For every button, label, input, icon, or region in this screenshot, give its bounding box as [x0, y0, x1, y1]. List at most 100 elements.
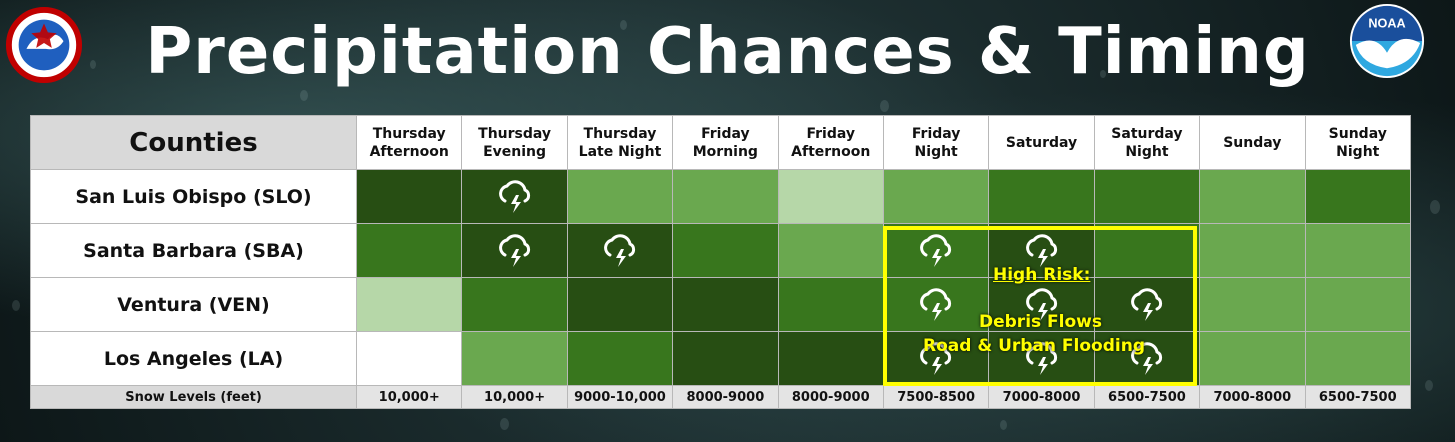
period-header: Thursday Afternoon — [355, 115, 463, 170]
precip-cell — [355, 223, 463, 278]
snow-level-value: 9000-10,000 — [566, 385, 674, 409]
county-name: Santa Barbara (SBA) — [30, 223, 357, 278]
snow-level-value: 8000-9000 — [777, 385, 884, 409]
precip-cell — [672, 331, 779, 386]
snow-level-value: 10,000+ — [355, 385, 463, 409]
header-row: Counties Thursday Afternoon Thursday Evenin… — [30, 115, 1412, 170]
period-header: Friday Morning — [672, 115, 779, 170]
precip-cell — [1093, 331, 1201, 386]
thunderstorm-icon — [1127, 287, 1167, 321]
period-time: Late Night — [578, 143, 662, 160]
high-risk-title: High Risk: — [993, 265, 1091, 285]
precip-cell — [1199, 277, 1306, 332]
precip-cell — [777, 331, 884, 386]
period-day: Friday — [806, 125, 856, 142]
thunderstorm-icon — [916, 287, 956, 321]
period-day: Sunday — [1223, 134, 1282, 151]
snow-level-value: 10,000+ — [461, 385, 568, 409]
precip-cell — [1304, 331, 1412, 386]
precip-cell — [1199, 331, 1306, 386]
period-header: Friday Night — [882, 115, 990, 170]
period-header: Sunday — [1199, 115, 1306, 170]
precip-cell — [355, 169, 463, 224]
precip-cell — [988, 331, 1095, 386]
table-row: San Luis Obispo (SLO) — [30, 169, 1412, 224]
snow-level-value: 7000-8000 — [988, 385, 1095, 409]
precip-cell — [566, 277, 674, 332]
period-header: Sunday Night — [1304, 115, 1412, 170]
page-title: Precipitation Chances & Timing — [145, 15, 1310, 89]
table-row: Ventura (VEN) — [30, 277, 1412, 332]
thunderstorm-icon — [495, 179, 535, 213]
precip-cell — [882, 223, 990, 278]
precip-cell — [1093, 223, 1201, 278]
county-name: San Luis Obispo (SLO) — [30, 169, 357, 224]
snow-levels-label: Snow Levels (feet) — [30, 385, 357, 409]
thunderstorm-icon — [1022, 341, 1062, 375]
period-header: Friday Afternoon — [777, 115, 884, 170]
snow-levels-row: Snow Levels (feet) 10,000+ 10,000+ 9000-10,… — [30, 385, 1412, 409]
period-day: Friday — [701, 125, 750, 142]
precip-cell — [777, 223, 884, 278]
precip-cell — [461, 223, 568, 278]
period-time: Afternoon — [369, 143, 449, 160]
svg-text:NOAA: NOAA — [1368, 16, 1405, 30]
table-row: Santa Barbara (SBA) — [30, 223, 1412, 278]
precip-cell — [461, 331, 568, 386]
period-time: Morning — [692, 143, 758, 160]
precip-cell — [355, 331, 463, 386]
period-time: Night — [1125, 143, 1169, 160]
precip-cell — [566, 169, 674, 224]
period-day: Thursday — [478, 125, 552, 142]
county-name: Los Angeles (LA) — [30, 331, 357, 386]
high-risk-flooding: Road & Urban Flooding — [923, 336, 1145, 356]
thunderstorm-icon — [1022, 233, 1062, 267]
precip-cell — [566, 223, 674, 278]
precip-cell — [461, 169, 568, 224]
period-time: Night — [914, 143, 958, 160]
period-header: Thursday Late Night — [566, 115, 674, 170]
period-header: Saturday Night — [1093, 115, 1201, 170]
precip-cell — [461, 277, 568, 332]
snow-level-value: 7000-8000 — [1199, 385, 1306, 409]
precip-cell — [988, 277, 1095, 332]
precip-cell — [1199, 223, 1306, 278]
counties-header: Counties — [30, 115, 357, 170]
thunderstorm-icon — [916, 233, 956, 267]
precip-cell — [672, 223, 779, 278]
precip-cell — [355, 277, 463, 332]
high-risk-debris-flows: Debris Flows — [979, 312, 1103, 332]
precip-cell — [882, 169, 990, 224]
period-header: Saturday — [988, 115, 1095, 170]
thunderstorm-icon — [495, 233, 535, 267]
precip-cell — [1093, 277, 1201, 332]
snow-level-value: 6500-7500 — [1304, 385, 1412, 409]
thunderstorm-icon — [1022, 287, 1062, 321]
precip-cell — [1199, 169, 1306, 224]
precip-cell — [1304, 223, 1412, 278]
nws-logo — [5, 6, 83, 84]
period-time: Afternoon — [791, 143, 871, 160]
period-time: Evening — [483, 143, 547, 160]
precip-cell — [672, 169, 779, 224]
snow-level-value: 6500-7500 — [1093, 385, 1201, 409]
period-day: Friday — [911, 125, 961, 142]
noaa-logo: NOAA — [1349, 3, 1425, 79]
period-day: Thursday — [372, 125, 446, 142]
precipitation-table: Counties Thursday Afternoon Thursday Evenin… — [30, 115, 1412, 409]
thunderstorm-icon — [1127, 341, 1167, 375]
period-day: Sunday — [1328, 125, 1387, 142]
precip-cell — [1304, 277, 1412, 332]
precip-cell — [566, 331, 674, 386]
county-name: Ventura (VEN) — [30, 277, 357, 332]
snow-level-value: 7500-8500 — [882, 385, 990, 409]
precip-cell — [988, 169, 1095, 224]
thunderstorm-icon — [600, 233, 640, 267]
thunderstorm-icon — [916, 341, 956, 375]
period-day: Saturday — [1005, 134, 1078, 151]
table-row: Los Angeles (LA) — [30, 331, 1412, 386]
period-day: Saturday — [1111, 125, 1183, 142]
period-day: Thursday — [583, 125, 657, 142]
precip-cell — [672, 277, 779, 332]
precip-cell — [777, 169, 884, 224]
